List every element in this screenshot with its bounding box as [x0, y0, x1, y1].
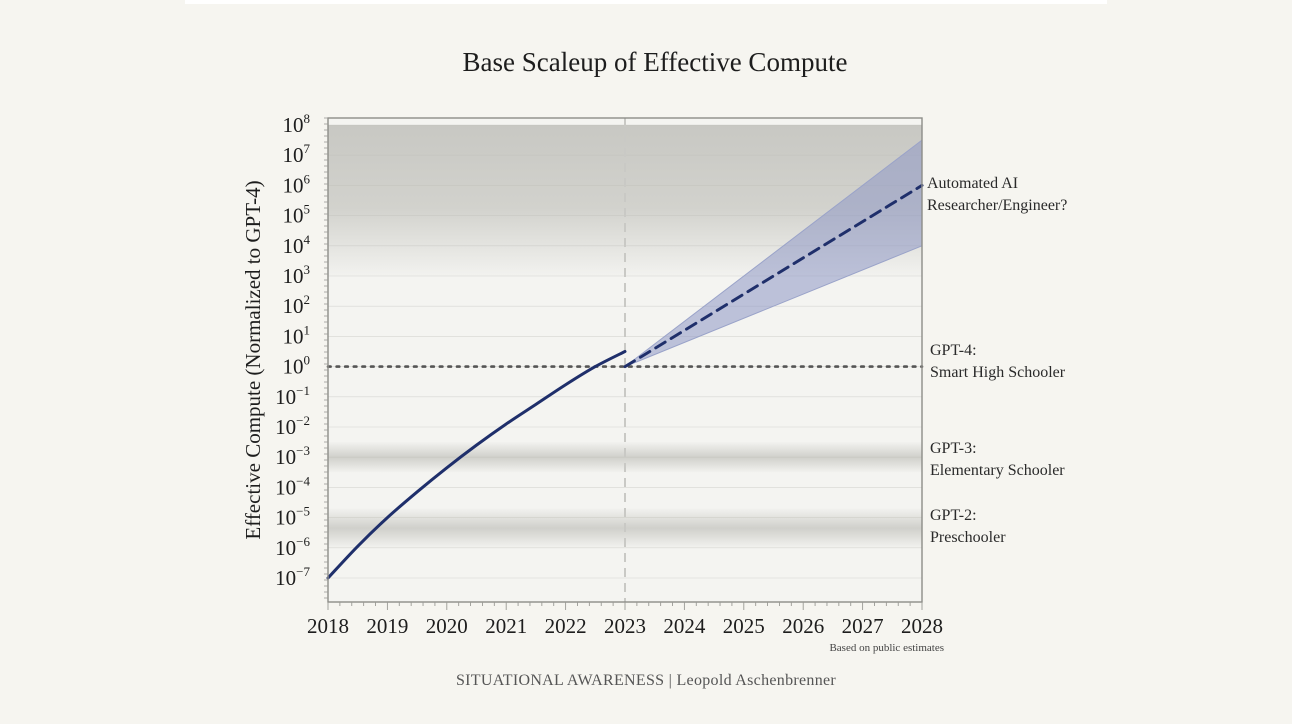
- y-tick-label: 10−6: [275, 534, 310, 560]
- y-tick-exponent: 4: [304, 232, 311, 247]
- y-tick-exponent: −6: [296, 534, 310, 549]
- annotation-gpt3: GPT-3:: [930, 440, 977, 457]
- y-tick-exponent: 0: [304, 353, 311, 368]
- y-tick-base: 10: [283, 204, 304, 228]
- x-tick-label: 2021: [485, 614, 527, 638]
- y-axis-label: Effective Compute (Normalized to GPT-4): [241, 180, 265, 539]
- y-tick-base: 10: [275, 445, 296, 469]
- annotation-automated-ai: Researcher/Engineer?: [927, 197, 1067, 214]
- y-tick-exponent: −1: [296, 383, 310, 398]
- y-tick-exponent: 2: [304, 292, 311, 307]
- annotation-gpt4: GPT-4:: [930, 342, 977, 359]
- y-tick-label: 10−4: [275, 473, 310, 499]
- y-tick-exponent: −3: [296, 443, 310, 458]
- y-tick-exponent: −7: [296, 564, 310, 579]
- y-tick-label: 105: [283, 202, 311, 228]
- top-strip: [185, 0, 1107, 4]
- x-tick-label: 2020: [426, 614, 468, 638]
- series-projection: [623, 183, 924, 369]
- y-tick-base: 10: [283, 113, 304, 137]
- y-tick-base: 10: [275, 475, 296, 499]
- source-note: Based on public estimates: [829, 642, 944, 654]
- y-tick-exponent: −4: [296, 473, 310, 488]
- annotation-gpt2: GPT-2:: [930, 507, 977, 524]
- x-tick-label: 2018: [307, 614, 349, 638]
- y-tick-label: 10−2: [275, 413, 310, 439]
- y-tick-label: 108: [283, 111, 311, 137]
- y-tick-exponent: 5: [304, 202, 311, 217]
- y-tick-base: 10: [275, 415, 296, 439]
- x-tick-label: 2026: [782, 614, 824, 638]
- y-tick-label: 10−1: [275, 383, 310, 409]
- y-tick-base: 10: [283, 173, 304, 197]
- y-tick-label: 102: [283, 292, 311, 318]
- y-tick-label: 103: [283, 262, 311, 288]
- y-tick-label: 106: [283, 171, 311, 197]
- x-tick-label: 2024: [663, 614, 706, 638]
- y-tick-label: 10−7: [275, 564, 310, 590]
- y-tick-exponent: 1: [304, 322, 311, 337]
- y-tick-exponent: −2: [296, 413, 310, 428]
- annotation-gpt4: Smart High Schooler: [930, 364, 1066, 381]
- y-tick-exponent: 7: [304, 141, 311, 156]
- y-tick-exponent: 6: [304, 171, 311, 186]
- y-tick-base: 10: [275, 385, 296, 409]
- y-tick-base: 10: [283, 264, 304, 288]
- x-tick-label: 2028: [901, 614, 943, 638]
- x-tick-label: 2022: [545, 614, 587, 638]
- y-tick-label: 101: [283, 322, 311, 348]
- x-tick-label: 2025: [723, 614, 765, 638]
- series-historical: [326, 350, 627, 580]
- x-tick-label: 2023: [604, 614, 646, 638]
- annotation-gpt2: Preschooler: [930, 529, 1006, 546]
- annotation-automated-ai: Automated AI: [927, 175, 1018, 192]
- credit-line: SITUATIONAL AWARENESS | Leopold Aschenbr…: [456, 672, 836, 689]
- y-tick-exponent: 8: [304, 111, 311, 126]
- y-tick-base: 10: [283, 234, 304, 258]
- y-tick-label: 107: [283, 141, 311, 167]
- x-tick-label: 2019: [366, 614, 408, 638]
- y-tick-label: 10−5: [275, 504, 310, 530]
- y-tick-base: 10: [275, 566, 296, 590]
- y-tick-label: 100: [283, 353, 311, 379]
- chart-title: Base Scaleup of Effective Compute: [463, 47, 848, 77]
- y-tick-exponent: 3: [304, 262, 311, 277]
- y-tick-base: 10: [283, 294, 304, 318]
- y-tick-base: 10: [283, 355, 304, 379]
- annotation-gpt3: Elementary Schooler: [930, 462, 1065, 479]
- x-tick-label: 2027: [842, 614, 884, 638]
- y-tick-base: 10: [283, 324, 304, 348]
- y-tick-label: 10−3: [275, 443, 310, 469]
- y-tick-base: 10: [283, 143, 304, 167]
- y-tick-label: 104: [283, 232, 311, 258]
- y-tick-base: 10: [275, 506, 296, 530]
- y-tick-exponent: −5: [296, 504, 310, 519]
- y-tick-base: 10: [275, 536, 296, 560]
